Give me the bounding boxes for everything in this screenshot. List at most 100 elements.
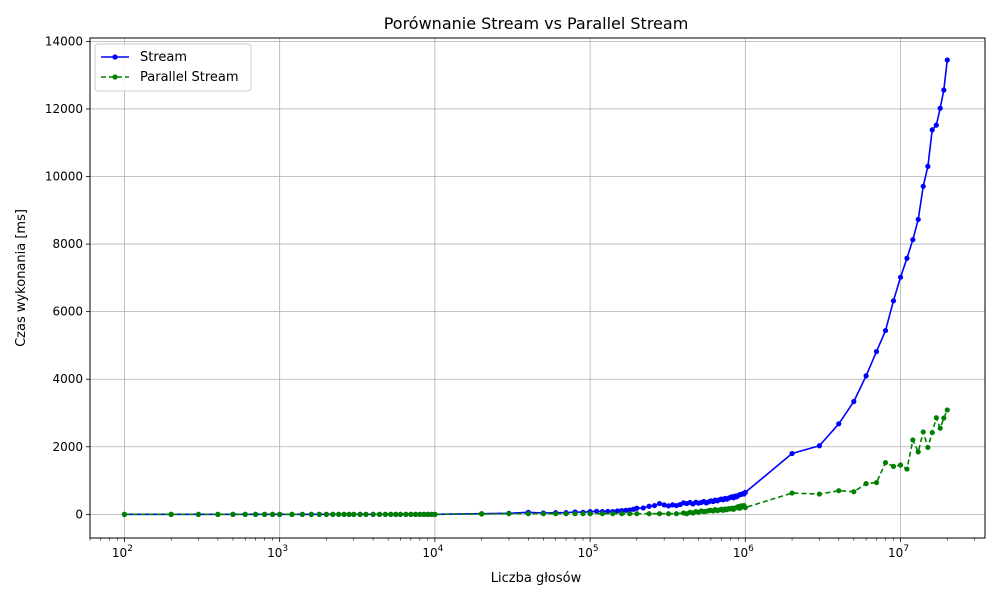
data-point [651, 502, 658, 509]
data-point [836, 421, 842, 427]
data-point [382, 511, 388, 517]
y-tick-label: 4000 [52, 372, 83, 386]
ticks: 102 103 104 105 106 107 0 2000 4000 6000 8000 10000… [45, 34, 975, 560]
data-point [640, 505, 646, 511]
data-point [665, 503, 672, 509]
data-point [289, 511, 295, 517]
data-point [915, 449, 921, 455]
data-point [168, 511, 174, 517]
data-point [316, 511, 322, 517]
data-point [506, 511, 512, 517]
data-point [789, 450, 795, 457]
data-point [393, 511, 399, 517]
data-point [388, 511, 394, 517]
data-point [408, 511, 414, 517]
chart-title: Porównanie Stream vs Parallel Stream [384, 14, 689, 33]
data-point [619, 511, 625, 517]
data-point [253, 511, 259, 517]
data-point [215, 511, 221, 517]
data-point [425, 511, 431, 517]
data-point [929, 127, 935, 133]
data-point [863, 481, 869, 487]
legend-label-stream: Stream [140, 50, 187, 65]
data-point [882, 460, 889, 466]
data-point [376, 511, 383, 517]
data-point [397, 511, 404, 517]
data-point [925, 163, 931, 169]
data-point [370, 511, 376, 517]
data-point [605, 508, 611, 514]
series-parallel-stream [121, 407, 950, 517]
y-tick-label: 2000 [52, 440, 83, 454]
data-point [670, 502, 676, 508]
data-point [673, 511, 680, 517]
data-point [910, 437, 916, 443]
data-point [593, 508, 600, 514]
data-point [816, 443, 822, 449]
legend-label-parallel-stream: Parallel Stream [140, 70, 239, 85]
data-point [863, 373, 869, 379]
data-point [661, 502, 667, 508]
data-point [915, 216, 921, 223]
x-tick-label: 102 [112, 544, 133, 560]
data-point [262, 511, 268, 517]
data-point [336, 511, 342, 517]
y-tick-label: 12000 [45, 102, 83, 116]
x-tick-label: 104 [422, 544, 443, 560]
data-point [904, 466, 910, 472]
data-point [656, 511, 663, 517]
data-point [242, 511, 248, 517]
data-point [933, 415, 939, 421]
data-point [323, 511, 329, 517]
data-point [346, 511, 352, 517]
data-point [897, 462, 904, 468]
data-point [920, 183, 926, 189]
y-tick-label: 10000 [45, 170, 83, 184]
plot-series [121, 57, 950, 517]
data-point [897, 274, 904, 280]
data-point [944, 407, 950, 413]
data-point [121, 511, 128, 517]
data-point [910, 237, 916, 243]
data-point [882, 327, 889, 334]
data-point [308, 511, 314, 517]
data-point [634, 505, 640, 511]
y-tick-label: 14000 [45, 34, 83, 48]
data-point [357, 511, 363, 517]
data-point [403, 511, 409, 517]
data-point [614, 508, 621, 514]
plot-frame [89, 37, 986, 539]
data-point [230, 511, 236, 517]
data-point [553, 511, 559, 517]
legend-box [94, 43, 252, 92]
data-point [937, 425, 943, 431]
data-point [299, 511, 305, 517]
data-point [587, 511, 593, 517]
data-point [742, 504, 748, 511]
data-point [195, 511, 202, 517]
data-point [646, 511, 652, 517]
data-point [941, 415, 947, 421]
y-tick-label: 8000 [52, 237, 83, 251]
data-point [920, 429, 926, 435]
data-point [933, 122, 939, 128]
data-point [742, 489, 748, 495]
data-point [540, 511, 546, 517]
data-point [816, 491, 822, 497]
data-point [351, 511, 357, 517]
data-point [890, 298, 897, 304]
data-point [873, 479, 880, 486]
data-point [944, 57, 950, 63]
data-point [269, 511, 276, 517]
data-point [572, 511, 578, 517]
data-point [646, 503, 652, 509]
data-point [479, 511, 485, 517]
data-point [665, 511, 672, 517]
x-tick-label: 106 [733, 544, 754, 560]
data-point [851, 489, 857, 495]
data-point [432, 511, 438, 517]
y-tick-label: 0 [75, 507, 83, 521]
y-axis-title: Czas wykonania [ms] [14, 209, 29, 347]
